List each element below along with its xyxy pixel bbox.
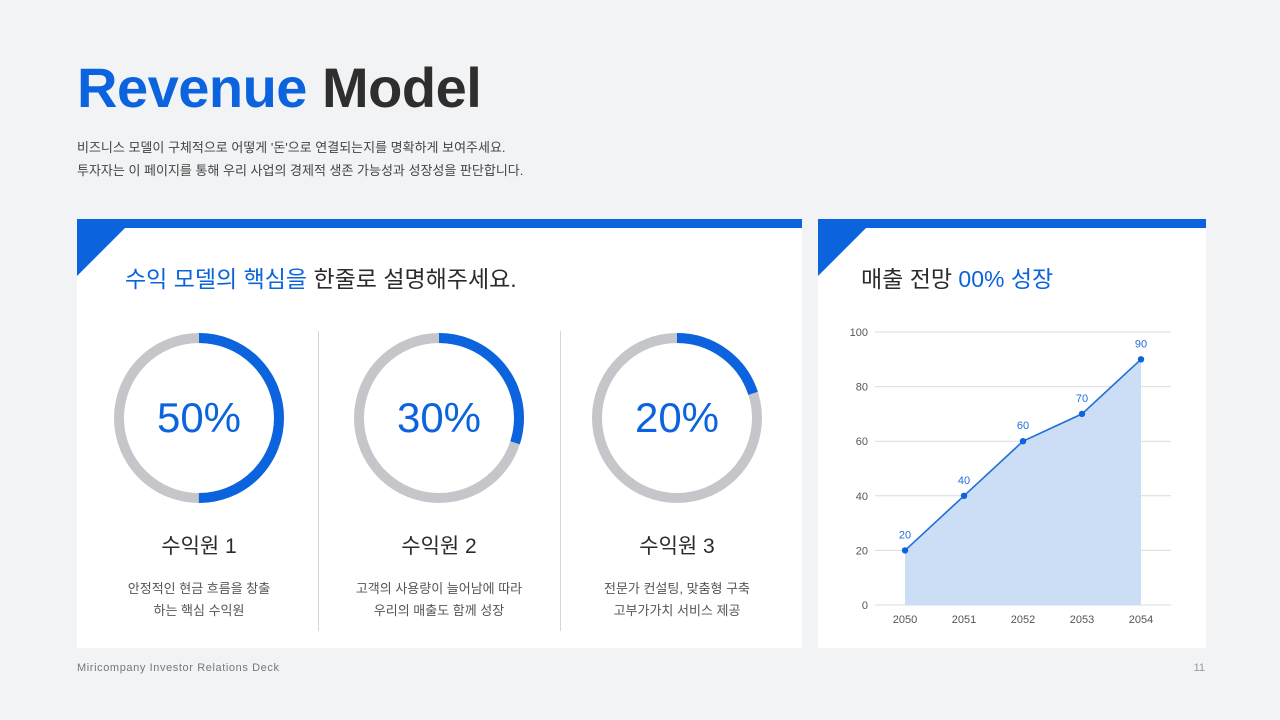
source-percent: 20%: [634, 394, 720, 441]
heading-rest: 한줄로 설명해주세요.: [313, 266, 517, 292]
y-tick-label: 20: [856, 545, 868, 557]
data-label: 90: [1135, 338, 1147, 350]
y-tick-label: 80: [856, 382, 868, 394]
column-divider: [560, 331, 561, 631]
data-label: 20: [899, 529, 911, 541]
source-description-line-1: 전문가 컨설팅, 맞춤형 구축: [603, 581, 750, 596]
x-tick-label: 2051: [952, 614, 976, 626]
page-description-line-1: 비즈니스 모델이 구체적으로 어떻게 '돈'으로 연결되는지를 명확하게 보여주…: [77, 140, 506, 155]
heading-highlight: 00% 성장: [958, 266, 1054, 292]
donut-chart-1: [114, 333, 284, 503]
data-point: [901, 547, 909, 554]
source-description: 전문가 컨설팅, 맞춤형 구축 고부가가치 서비스 제공: [557, 578, 797, 622]
revenue-sources-heading: 수익 모델의 핵심을 한줄로 설명해주세요.: [125, 260, 517, 294]
source-description-line-1: 고객의 사용량이 늘어남에 따라: [355, 581, 523, 596]
revenue-sources-card: 수익 모델의 핵심을 한줄로 설명해주세요. 50% 수익원 1 안정적인 현금…: [77, 219, 802, 648]
source-description-line-1: 안정적인 현금 흐름을 창출: [127, 581, 271, 596]
x-tick-label: 2054: [1129, 614, 1153, 626]
source-description-line-2: 우리의 매출도 함께 성장: [373, 603, 505, 618]
source-description-line-2: 하는 핵심 수익원: [153, 603, 245, 618]
page-number: 11: [1193, 662, 1205, 674]
x-tick-label: 2052: [1011, 614, 1035, 626]
source-name: 수익원 1: [161, 535, 237, 558]
data-label: 70: [1076, 393, 1088, 405]
source-name: 수익원 2: [401, 535, 477, 558]
donut-chart-3: [592, 333, 762, 503]
y-tick-label: 40: [856, 491, 868, 503]
page-title: Revenue Model: [77, 52, 482, 124]
page-title-rest: Model: [322, 56, 482, 119]
revenue-forecast-heading: 매출 전망 00% 성장: [861, 260, 1053, 294]
revenue-forecast-chart: 0 20 40 60 80 100 20 40 60 70 90 2050 2051 2052 2053 20…: [850, 327, 1171, 626]
donut-progress-arc: [114, 333, 284, 503]
x-tick-label: 2050: [893, 614, 917, 626]
y-tick-label: 100: [850, 327, 868, 339]
data-label: 60: [1017, 420, 1029, 432]
data-point: [1019, 438, 1027, 445]
revenue-source-2: 30% 수익원 2 고객의 사용량이 늘어남에 따라 우리의 매출도 함께 성장: [319, 330, 559, 630]
source-percent: 50%: [156, 394, 242, 441]
y-tick-label: 60: [856, 436, 868, 448]
data-point: [960, 492, 968, 499]
x-tick-label: 2053: [1070, 614, 1094, 626]
source-description: 고객의 사용량이 늘어남에 따라 우리의 매출도 함께 성장: [319, 578, 559, 622]
revenue-forecast-card: 매출 전망 00% 성장 0 20 40 60 80 100 20 40 60 70 90 2050 2…: [818, 219, 1206, 648]
heading-prefix: 매출 전망: [861, 266, 953, 292]
data-label: 40: [958, 475, 970, 487]
source-name: 수익원 3: [639, 535, 715, 558]
data-point: [1137, 356, 1145, 363]
revenue-source-3: 20% 수익원 3 전문가 컨설팅, 맞춤형 구축 고부가가치 서비스 제공: [557, 330, 797, 630]
donut-progress-arc: [592, 333, 762, 503]
page-description: 비즈니스 모델이 구체적으로 어떻게 '돈'으로 연결되는지를 명확하게 보여주…: [77, 136, 523, 182]
revenue-source-1: 50% 수익원 1 안정적인 현금 흐름을 창출 하는 핵심 수익원: [79, 330, 319, 630]
deck-name: Miricompany Investor Relations Deck: [77, 662, 280, 674]
page-description-line-2: 투자자는 이 페이지를 통해 우리 사업의 경제적 생존 가능성과 성장성을 판…: [77, 163, 524, 178]
donut-progress-arc: [354, 333, 524, 503]
area-fill: [905, 359, 1141, 605]
donut-chart-2: [354, 333, 524, 503]
page-title-accent: Revenue: [77, 56, 307, 119]
data-point: [1078, 410, 1086, 418]
source-percent: 30%: [396, 394, 482, 441]
card-corner-accent: [818, 228, 866, 276]
card-corner-accent: [77, 228, 125, 276]
source-description-line-2: 고부가가치 서비스 제공: [613, 603, 741, 618]
y-tick-label: 0: [862, 600, 868, 612]
source-description: 안정적인 현금 흐름을 창출 하는 핵심 수익원: [79, 578, 319, 622]
column-divider: [318, 331, 319, 631]
heading-highlight: 수익 모델의 핵심을: [125, 266, 308, 292]
